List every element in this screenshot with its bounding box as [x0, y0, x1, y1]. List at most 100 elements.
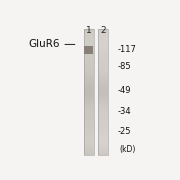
Bar — [98, 115, 108, 117]
Bar — [98, 98, 108, 100]
Bar — [84, 121, 94, 123]
Bar — [98, 67, 108, 69]
Bar — [84, 44, 94, 46]
Bar — [98, 146, 108, 148]
Bar — [84, 152, 94, 155]
Bar — [98, 117, 108, 119]
Bar — [84, 65, 94, 67]
Bar — [84, 104, 94, 107]
Bar — [84, 79, 94, 82]
Bar — [98, 29, 108, 31]
Bar — [84, 98, 94, 100]
Bar — [84, 40, 94, 42]
Bar — [84, 113, 94, 115]
Bar — [98, 29, 108, 155]
Bar — [84, 136, 94, 138]
Bar — [98, 71, 108, 73]
Bar — [84, 31, 94, 33]
Bar — [98, 152, 108, 155]
Bar — [98, 52, 108, 54]
Text: -49: -49 — [118, 86, 132, 95]
Bar — [98, 65, 108, 67]
Bar — [84, 148, 94, 150]
Bar — [84, 52, 94, 54]
Bar — [84, 71, 94, 73]
Bar — [98, 48, 108, 50]
Bar — [98, 119, 108, 121]
Bar — [84, 129, 94, 132]
Bar — [98, 111, 108, 113]
Bar — [84, 62, 94, 65]
Bar — [84, 48, 94, 50]
Bar — [84, 92, 94, 94]
Text: 1: 1 — [86, 26, 92, 35]
Bar — [98, 33, 108, 35]
Bar — [84, 46, 93, 54]
Bar — [98, 60, 108, 63]
Bar — [84, 146, 94, 148]
Bar — [84, 42, 94, 44]
Text: -85: -85 — [118, 62, 132, 71]
Bar — [84, 102, 94, 104]
Bar — [84, 132, 94, 134]
Bar — [84, 134, 94, 136]
Bar — [84, 50, 94, 52]
Bar — [84, 100, 94, 102]
Bar — [84, 109, 94, 111]
Bar — [84, 46, 94, 48]
Bar — [98, 88, 108, 90]
Bar — [98, 127, 108, 130]
Bar — [98, 81, 108, 84]
Bar — [98, 84, 108, 86]
Bar — [84, 56, 94, 59]
Bar — [98, 46, 108, 48]
Bar — [98, 40, 108, 42]
Bar — [84, 58, 94, 61]
Text: 2: 2 — [100, 26, 105, 35]
Text: -25: -25 — [118, 127, 132, 136]
Bar — [98, 129, 108, 132]
Bar — [98, 37, 108, 40]
Bar — [98, 94, 108, 96]
Bar — [98, 150, 108, 153]
Bar — [84, 142, 94, 144]
Bar — [98, 125, 108, 127]
Bar — [84, 90, 94, 92]
Bar — [84, 54, 94, 56]
Bar — [84, 77, 94, 79]
Bar — [98, 123, 108, 125]
Bar — [84, 29, 94, 31]
Text: GluR6: GluR6 — [28, 39, 60, 50]
Bar — [84, 86, 94, 88]
Bar — [84, 150, 94, 153]
Bar — [98, 62, 108, 65]
Bar — [84, 94, 94, 96]
Bar — [84, 67, 94, 69]
Bar — [98, 92, 108, 94]
Bar — [84, 81, 94, 84]
Bar — [98, 142, 108, 144]
Bar — [98, 134, 108, 136]
Bar — [84, 125, 94, 127]
Bar — [98, 138, 108, 140]
Bar — [84, 33, 94, 35]
Bar — [84, 88, 94, 90]
Bar — [84, 140, 94, 142]
Bar — [98, 136, 108, 138]
Bar — [98, 77, 108, 79]
Bar — [98, 102, 108, 104]
Bar — [98, 144, 108, 146]
Bar — [84, 35, 94, 38]
Bar — [98, 69, 108, 71]
Bar — [98, 104, 108, 107]
Bar — [84, 69, 94, 71]
Bar — [84, 111, 94, 113]
Bar — [98, 90, 108, 92]
Bar — [98, 42, 108, 44]
Bar — [84, 138, 94, 140]
Bar — [98, 100, 108, 102]
Bar — [84, 123, 94, 125]
Bar — [98, 73, 108, 75]
Bar — [98, 109, 108, 111]
Bar — [98, 86, 108, 88]
